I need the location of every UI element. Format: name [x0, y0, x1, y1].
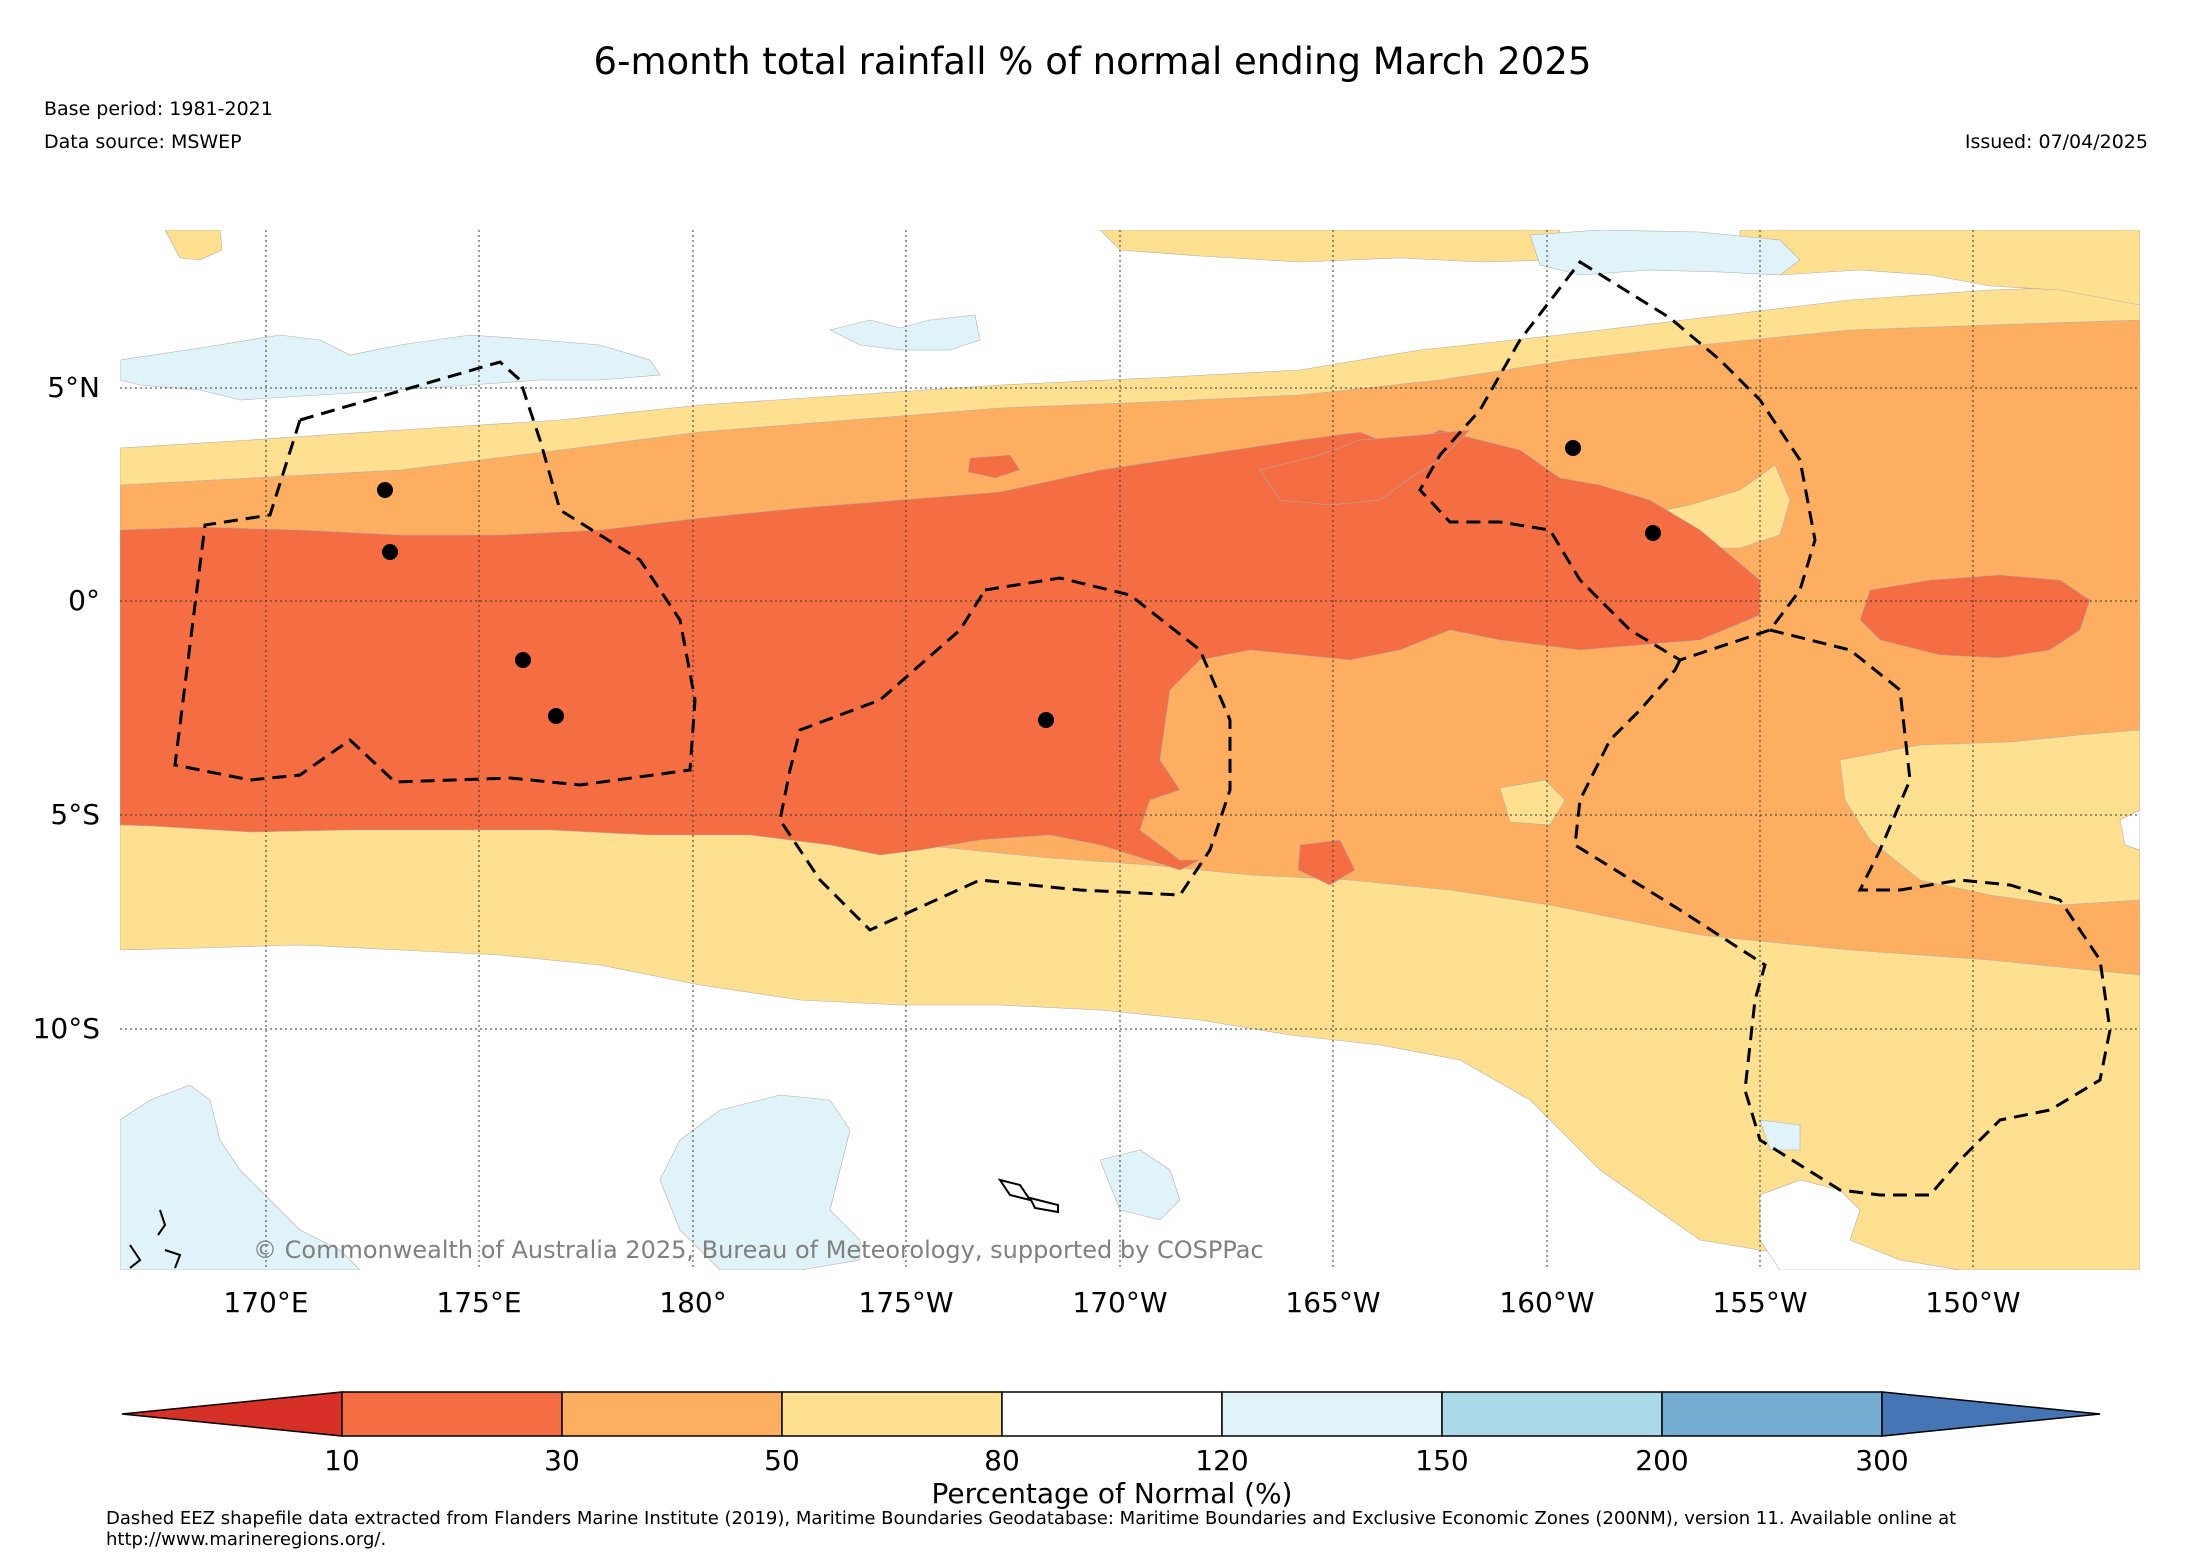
lon-label: 180°: [659, 1286, 726, 1319]
colorbar-extend-high: [1881, 1391, 2101, 1437]
rain-patch-80-120-east-edge: [2119, 809, 2140, 851]
rain-patch-120-150-sw: [120, 1084, 361, 1270]
coastlines: [129, 1178, 1059, 1269]
lat-label-10s: 10°S: [33, 1012, 100, 1045]
colorbar-tick-label: 300: [1855, 1444, 1908, 1477]
rain-patch-120-150-south-mid: [659, 1094, 861, 1270]
island-marker: [382, 544, 398, 560]
rain-patch-120-150-north-mid: [829, 314, 981, 351]
rain-patch-50-80-central: [1499, 779, 1566, 826]
lat-label-0: 0°: [68, 584, 100, 617]
island-marker: [1645, 525, 1661, 541]
lon-label: 150°W: [1925, 1286, 2020, 1319]
rain-patch-120-150-north: [1529, 230, 1801, 276]
rain-patch-120-150-nw: [120, 334, 661, 401]
issued-date-text: Issued: 07/04/2025: [1964, 131, 2148, 153]
island-markers: [377, 440, 1661, 728]
lat-label-5s: 5°S: [50, 798, 100, 831]
colorbar-extend-low: [121, 1391, 343, 1437]
lon-label: 170°W: [1072, 1286, 1167, 1319]
rain-patch-10-30-east: [1859, 574, 2091, 659]
lon-label: 155°W: [1712, 1286, 1807, 1319]
longitude-labels: 170°E 175°E 180° 175°W 170°W 165°W 160°W…: [223, 1286, 2020, 1319]
lat-label-5n: 5°N: [47, 371, 100, 404]
lon-label: 170°E: [223, 1286, 308, 1319]
colorbar-tick-label: 150: [1415, 1444, 1468, 1477]
colorbar-tick-label: 80: [984, 1444, 1020, 1477]
island-marker: [377, 482, 393, 498]
eez-boundaries: [173, 260, 2112, 1197]
island-marker: [1565, 440, 1581, 456]
colorbar-tick-label: 120: [1195, 1444, 1248, 1477]
colorbar-bin: [781, 1391, 1003, 1437]
lon-label: 165°W: [1285, 1286, 1380, 1319]
island-marker: [548, 708, 564, 724]
latitude-labels: 5°N 0° 5°S 10°S: [33, 371, 100, 1045]
map-gridlines: [120, 230, 2140, 1270]
data-source-text: Data source: MSWEP: [44, 131, 242, 153]
colorbar-tick-label: 50: [764, 1444, 800, 1477]
map-title: 6-month total rainfall % of normal endin…: [593, 40, 1592, 83]
base-period-text: Base period: 1981-2021: [44, 98, 273, 120]
colorbar-tick-label: 200: [1635, 1444, 1688, 1477]
colorbar: 10 30 50 80 120 150 200 300 Percentage o…: [121, 1391, 2101, 1510]
colorbar-axis-label: Percentage of Normal (%): [932, 1477, 1293, 1510]
rain-patch-10-30-small: [967, 454, 1021, 479]
colorbar-bin: [1441, 1391, 1663, 1437]
island-marker: [515, 652, 531, 668]
colorbar-tick-label: 30: [544, 1444, 580, 1477]
rain-patch-nw-50-80: [164, 230, 223, 261]
colorbar-bin: [341, 1391, 563, 1437]
rain-band-10-30: [120, 429, 1761, 871]
lon-label: 175°E: [436, 1286, 521, 1319]
lon-label: 160°W: [1499, 1286, 1594, 1319]
colorbar-bin: [1661, 1391, 1883, 1437]
colorbar-bin: [1221, 1391, 1443, 1437]
rain-patch-50-80-south-east: [1839, 729, 2140, 906]
eez-boundary-kiribati-phoenix: [778, 576, 1232, 932]
island-marker: [1038, 712, 1054, 728]
eez-boundary-kiribati-line: [1418, 260, 1817, 662]
eez-boundary-kiribati-south: [1573, 628, 2112, 1197]
colorbar-bin: [561, 1391, 783, 1437]
rain-patch-10-30-north: [1259, 429, 1471, 506]
lon-label: 175°W: [858, 1286, 953, 1319]
colorbar-tick-label: 10: [324, 1444, 360, 1477]
footnote-text: Dashed EEZ shapefile data extracted from…: [106, 1508, 1957, 1550]
rain-patch-80-120-se: [1759, 1179, 1961, 1270]
eez-boundary-kiribati-gilberts: [173, 360, 697, 787]
copyright-watermark: © Commonwealth of Australia 2025, Bureau…: [253, 1236, 1264, 1264]
rainfall-map-area: © Commonwealth of Australia 2025, Bureau…: [120, 230, 2140, 1270]
rain-patch-120-150-se2: [1759, 1119, 1801, 1151]
colorbar-bin: [1001, 1391, 1223, 1437]
